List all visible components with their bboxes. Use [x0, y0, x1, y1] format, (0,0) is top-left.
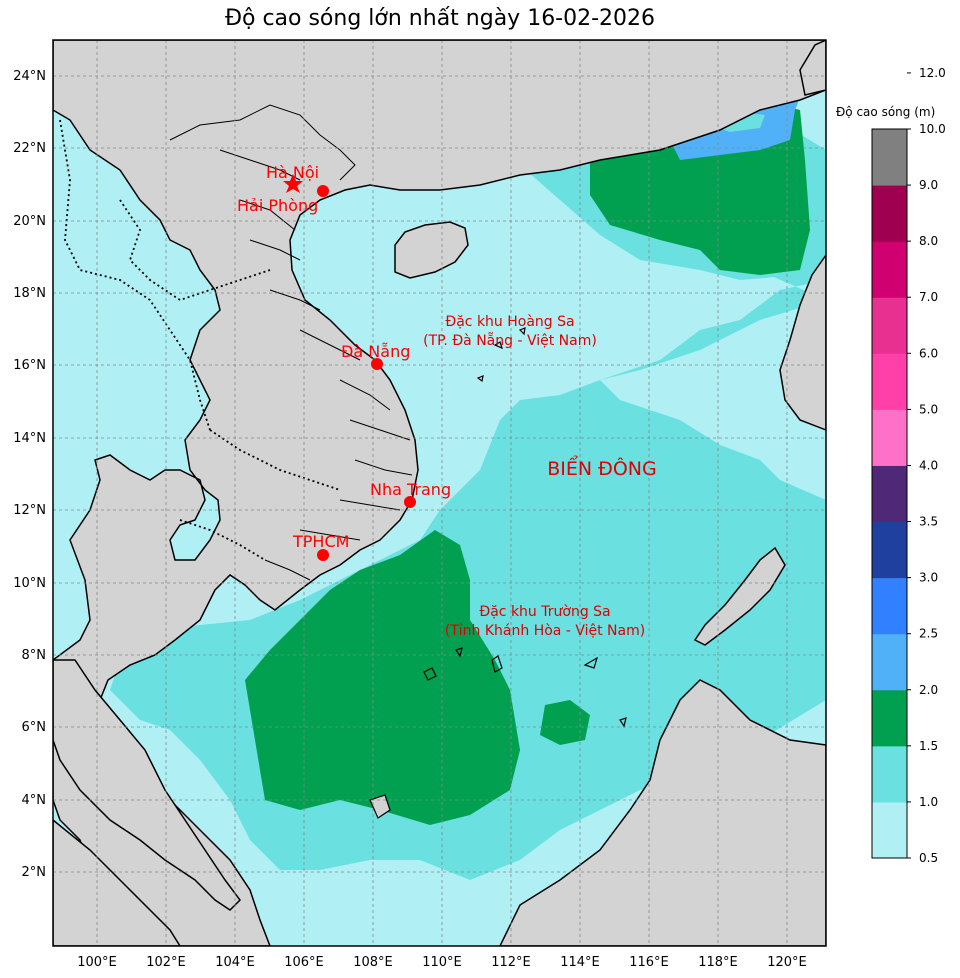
lon-tick-label: 104°E	[215, 955, 255, 970]
lon-axis: 100°E 102°E 104°E 106°E 108°E 110°E 112°…	[77, 955, 807, 970]
colorbar-tick-label: 8.0	[919, 234, 938, 248]
admin-borders	[169, 104, 413, 581]
city-label-danang: Đà Nẵng	[341, 342, 410, 361]
city-label-hanoi: Hà Nội	[266, 163, 319, 182]
colorbar-segment	[872, 129, 907, 186]
lat-tick-label: 6°N	[22, 720, 47, 735]
nhatrang-dot-icon	[404, 496, 416, 508]
city-label-tphcm: TPHCM	[292, 532, 349, 551]
land-mindoro-palawan	[693, 546, 786, 646]
lat-tick-label: 18°N	[13, 286, 46, 301]
colorbar-tick-label: 7.0	[919, 290, 938, 304]
lon-tick-label: 110°E	[422, 955, 462, 970]
colorbar-tick-label: 1.0	[919, 795, 938, 809]
land-hainan	[394, 221, 469, 279]
colorbar-segment	[872, 689, 907, 747]
label-truong-sa-2: (Tỉnh Khánh Hòa - Việt Nam)	[445, 623, 645, 639]
gridlines	[53, 40, 826, 946]
colorbar-segment	[872, 241, 907, 298]
colorbar-segment	[872, 353, 907, 410]
colorbar-segment	[872, 297, 907, 354]
lat-tick-label: 12°N	[13, 503, 46, 518]
colorbar-frame	[871, 128, 908, 859]
colorbar-segment	[872, 185, 907, 242]
colorbar-segment	[872, 521, 907, 579]
colorbar-segment	[872, 577, 907, 635]
haiphong-dot-icon	[317, 185, 329, 197]
lon-tick-label: 116°E	[629, 955, 669, 970]
colorbar-segment	[872, 745, 907, 803]
country-borders	[59, 119, 341, 561]
colorbar-tick-label: 2.5	[919, 627, 938, 641]
colorbar-tick-label: 1.5	[919, 739, 938, 753]
wave-band-1_5-2-islet	[540, 700, 590, 745]
lon-tick-label: 120°E	[767, 955, 807, 970]
colorbar-tick-label: 9.0	[919, 178, 938, 192]
colorbar-tick-label: 10.0	[919, 122, 946, 136]
lat-tick-label: 24°N	[13, 69, 46, 84]
city-markers	[283, 174, 416, 561]
lon-tick-label: 114°E	[560, 955, 600, 970]
land-borneo	[499, 679, 826, 946]
colorbar-tick-label: 3.0	[919, 571, 938, 585]
colorbar-segment	[872, 633, 907, 691]
lat-tick-label: 16°N	[13, 358, 46, 373]
lon-tick-label: 112°E	[491, 955, 531, 970]
lat-tick-label: 10°N	[13, 576, 46, 591]
map-canvas: Hà Nội Hải Phòng Đà Nẵng Nha Trang TPHCM…	[53, 40, 826, 946]
colorbar-tick-label: 4.0	[919, 458, 938, 472]
lon-tick-label: 118°E	[698, 955, 738, 970]
colorbar-tick-label: 6.0	[919, 346, 938, 360]
city-label-haiphong: Hải Phòng	[237, 196, 318, 215]
colorbar-segment	[872, 409, 907, 466]
colorbar-segment	[872, 801, 907, 859]
danang-dot-icon	[371, 358, 383, 370]
lat-axis: 24°N 22°N 20°N 18°N 16°N 14°N 12°N 10°N …	[13, 69, 46, 880]
colorbar-tick-label: 12.0	[919, 66, 946, 80]
label-sea-name: BIỂN ĐÔNG	[547, 454, 657, 480]
lon-tick-label: 102°E	[146, 955, 186, 970]
land-sumatra	[53, 819, 181, 946]
colorbar-tick-label: 0.5	[919, 851, 938, 865]
colorbar-tick-label: 2.0	[919, 683, 938, 697]
lat-tick-label: 8°N	[22, 648, 47, 663]
colorbar-title: Độ cao sóng (m)	[836, 105, 935, 119]
land-luzon	[779, 253, 826, 431]
map-title: Độ cao sóng lớn nhất ngày 16-02-2026	[224, 6, 656, 31]
lon-tick-label: 108°E	[353, 955, 393, 970]
archipelago-islands	[423, 327, 627, 728]
land-indochina	[53, 40, 826, 946]
lat-tick-label: 4°N	[22, 793, 47, 808]
land-natuna	[369, 794, 391, 819]
colorbar-segment	[872, 465, 907, 523]
label-truong-sa-1: Đặc khu Trường Sa	[479, 604, 610, 620]
colorbar-tick-label: 3.5	[919, 515, 938, 529]
colorbar-tick-label: 5.0	[919, 402, 938, 416]
colorbar: 0.5 1.0 1.5 2.0 2.5 3.0 3.5 4.0 5.0 6.0 7.0 8.0 9.0 1…	[871, 66, 946, 865]
map-frame	[52, 39, 827, 947]
lat-tick-label: 22°N	[13, 141, 46, 156]
label-hoang-sa-1: Đặc khu Hoàng Sa	[445, 314, 574, 330]
wave-band-1_5-2-south	[245, 530, 520, 825]
tphcm-dot-icon	[317, 549, 329, 561]
label-hoang-sa-2: (TP. Đà Nẵng - Việt Nam)	[423, 332, 597, 349]
lat-tick-label: 20°N	[13, 214, 46, 229]
lat-tick-label: 2°N	[22, 865, 47, 880]
lon-tick-label: 106°E	[284, 955, 324, 970]
city-label-nhatrang: Nha Trang	[370, 480, 451, 499]
lat-tick-label: 14°N	[13, 431, 46, 446]
hanoi-star-icon	[283, 174, 303, 193]
lon-tick-label: 100°E	[77, 955, 117, 970]
land-taiwan	[799, 40, 826, 96]
